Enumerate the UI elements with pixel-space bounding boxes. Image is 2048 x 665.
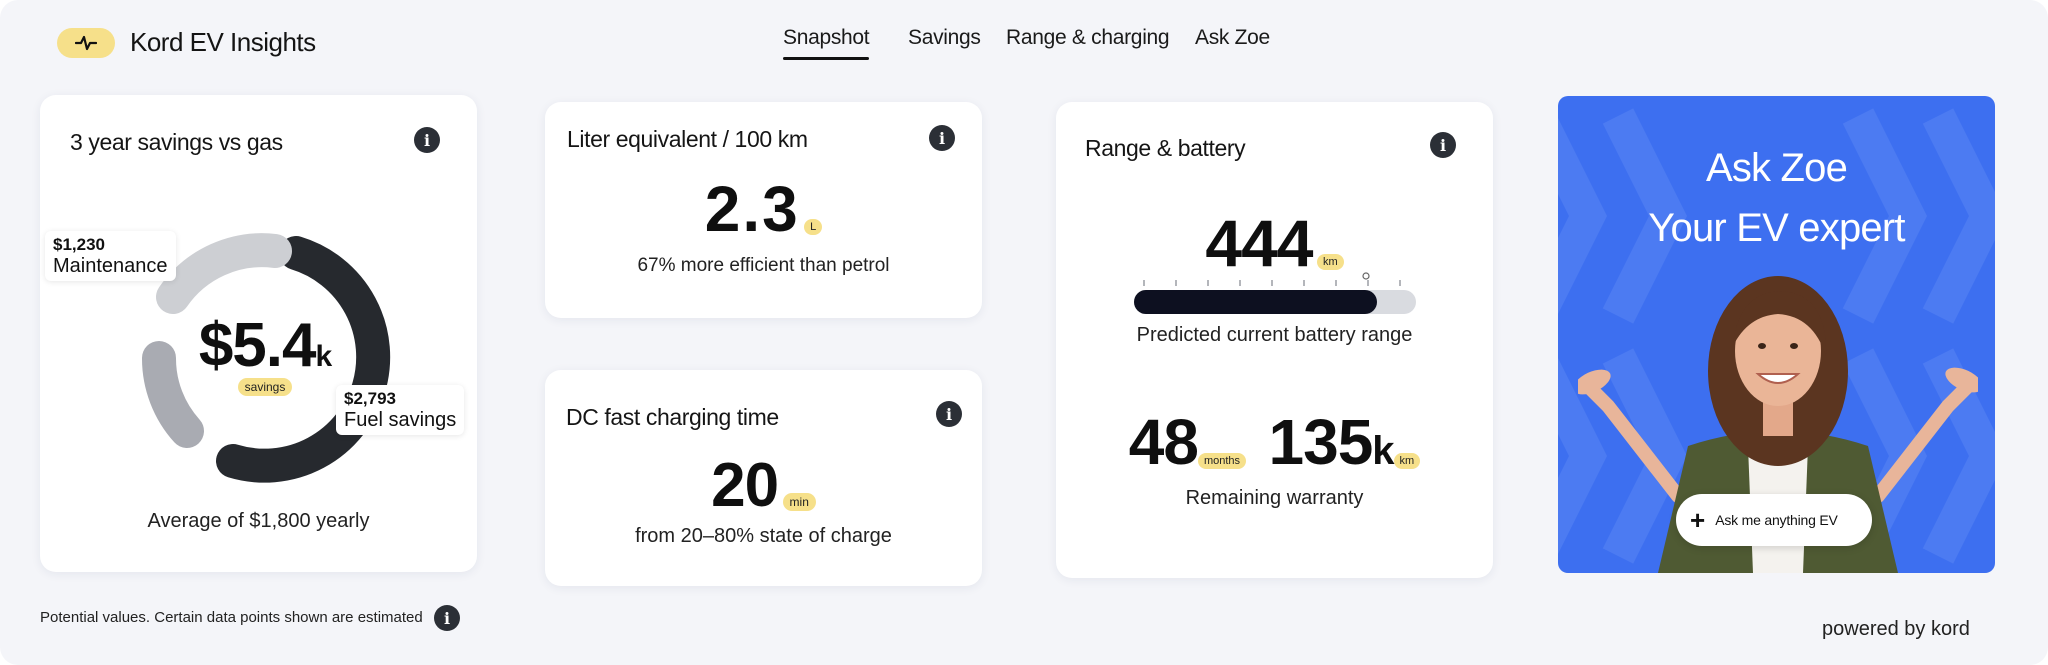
savings-tag: savings bbox=[237, 378, 293, 396]
plus-icon: + bbox=[1690, 505, 1706, 535]
warranty-km-suffix: k bbox=[1372, 429, 1394, 473]
promo-title-line2: Your EV expert bbox=[1648, 206, 1905, 250]
dc-subtitle: from 20–80% state of charge bbox=[635, 525, 892, 547]
range-card-title: Range & battery bbox=[1085, 135, 1246, 161]
maintenance-legend: $1,230 Maintenance bbox=[45, 231, 176, 281]
range-caption: Predicted current battery range bbox=[1136, 324, 1413, 346]
liter-value-group: 2.3 L bbox=[545, 177, 982, 241]
pulse-icon bbox=[57, 27, 115, 58]
liter-unit: L bbox=[804, 218, 823, 235]
warranty-km-value: 135 bbox=[1268, 406, 1374, 478]
tab-ask-zoe[interactable]: Ask Zoe bbox=[1195, 26, 1270, 49]
brand-name: Kord EV Insights bbox=[130, 27, 316, 57]
powered-by: powered by kord bbox=[1822, 618, 1970, 640]
battery-range-bar bbox=[1134, 290, 1416, 314]
info-icon[interactable]: i bbox=[1430, 132, 1456, 158]
warranty-caption: Remaining warranty bbox=[1185, 487, 1364, 509]
liter-value: 2.3 bbox=[704, 173, 800, 245]
tab-snapshot[interactable]: Snapshot bbox=[783, 26, 870, 60]
tab-range-charging[interactable]: Range & charging bbox=[1006, 26, 1170, 49]
range-value: 444 bbox=[1205, 206, 1313, 280]
maintenance-arc bbox=[156, 233, 292, 314]
dc-charging-card: DC fast charging time i 20 min from 20–8… bbox=[545, 370, 982, 586]
dc-value-group: 20 min bbox=[545, 455, 982, 517]
promo-title-line1: Ask Zoe bbox=[1705, 146, 1848, 190]
dc-unit: min bbox=[782, 492, 816, 511]
footer-note-text: Potential values. Certain data points sh… bbox=[40, 609, 423, 626]
range-battery-card: Range & battery i 444 km Predicted curre… bbox=[1056, 102, 1493, 578]
warranty-km-unit: km bbox=[1393, 453, 1421, 469]
dc-value: 20 bbox=[711, 451, 779, 520]
ask-me-anything-label: Ask me anything EV bbox=[1715, 512, 1838, 528]
savings-card: 3 year savings vs gas i $5.4k savings $1… bbox=[40, 95, 477, 572]
dc-card-title: DC fast charging time bbox=[566, 404, 779, 430]
footer-note: Potential values. Certain data points sh… bbox=[40, 609, 423, 626]
maintenance-amount: $1,230 bbox=[53, 235, 105, 254]
other-arc bbox=[141, 341, 204, 448]
liter-equivalent-card: Liter equivalent / 100 km i 2.3 L 67% mo… bbox=[545, 102, 982, 318]
range-scale-ticks bbox=[1143, 272, 1401, 286]
fuel-savings-amount: $2,793 bbox=[344, 389, 396, 408]
info-icon[interactable]: i bbox=[929, 125, 955, 151]
savings-card-title: 3 year savings vs gas bbox=[70, 129, 283, 155]
brand: Kord EV Insights bbox=[57, 27, 316, 58]
savings-footer: Average of $1,800 yearly bbox=[147, 510, 370, 532]
ask-zoe-promo[interactable]: Ask Zoe Your EV expert bbox=[1558, 96, 1995, 573]
tab-savings[interactable]: Savings bbox=[908, 26, 981, 49]
liter-subtitle: 67% more efficient than petrol bbox=[637, 255, 890, 276]
info-icon[interactable]: i bbox=[936, 401, 962, 427]
ask-me-anything-button[interactable]: + Ask me anything EV bbox=[1676, 494, 1872, 546]
info-icon[interactable]: i bbox=[414, 127, 440, 153]
fuel-savings-legend: $2,793 Fuel savings bbox=[336, 385, 465, 435]
liter-card-title: Liter equivalent / 100 km bbox=[567, 126, 808, 152]
warranty-months-value: 48 bbox=[1128, 406, 1199, 478]
range-value-group: 444 km bbox=[1056, 210, 1493, 276]
battery-range-fill bbox=[1134, 290, 1377, 314]
range-unit: km bbox=[1316, 253, 1344, 270]
info-icon[interactable]: i bbox=[434, 605, 460, 631]
savings-total-value: $5.4 bbox=[198, 311, 317, 380]
main-nav: Snapshot Savings Range & charging Ask Zo… bbox=[0, 26, 2048, 66]
maintenance-label: Maintenance bbox=[53, 255, 168, 277]
savings-total: $5.4k bbox=[185, 315, 345, 377]
fuel-savings-label: Fuel savings bbox=[344, 409, 457, 431]
savings-total-suffix: k bbox=[315, 340, 332, 373]
warranty-months-unit: months bbox=[1197, 453, 1247, 469]
warranty-value-group: 48 months 135k km bbox=[1056, 410, 1493, 474]
